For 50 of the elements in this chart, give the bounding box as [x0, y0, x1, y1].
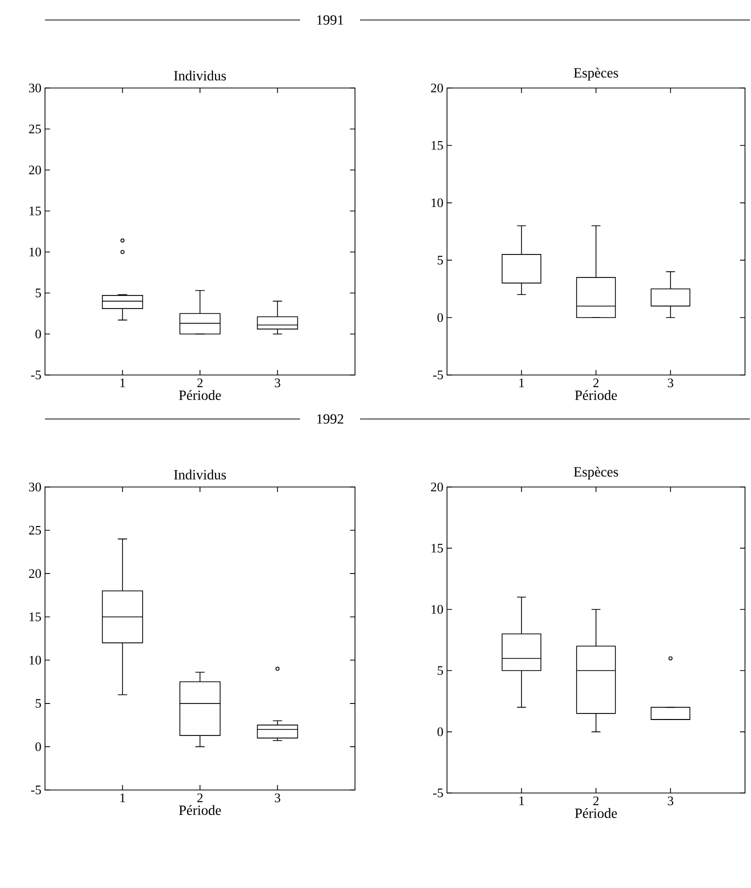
y-tick-label: 20 [431, 84, 443, 92]
y-tick-label: 5 [36, 699, 41, 708]
x-axis-title: Période [575, 808, 617, 818]
y-tick-label: 10 [30, 248, 41, 256]
y-tick-label: 0 [35, 742, 41, 752]
y-tick-label: 25 [29, 526, 41, 535]
y-tick-label: 5 [36, 288, 41, 298]
y-tick-label: 10 [432, 198, 443, 208]
x-axis-title: Période [575, 390, 617, 400]
x-tick-label: 2 [197, 378, 203, 388]
y-tick-label: -5 [31, 786, 41, 794]
x-tick-label: 1 [519, 796, 524, 806]
y-tick-label: 5 [438, 256, 443, 265]
x-tick-label: 2 [593, 378, 599, 388]
y-tick-label: 20 [431, 482, 443, 492]
y-tick-label: 15 [30, 612, 41, 622]
y-tick-label: -5 [433, 370, 443, 380]
chart-title: Individus [174, 470, 226, 480]
y-tick-label: 5 [438, 666, 443, 675]
x-tick-label: 3 [274, 794, 280, 802]
y-tick-label: 15 [30, 206, 41, 216]
y-tick-label: 0 [437, 313, 443, 322]
y-tick-label: 0 [35, 330, 41, 338]
y-tick-label: 10 [30, 656, 41, 665]
chart-title: Espèces [574, 68, 618, 80]
chart-subtitle: 1991 [317, 15, 344, 25]
chart-subtitle: 1992 [317, 414, 344, 424]
x-axis-title: Période [179, 805, 221, 815]
y-tick-label: 15 [432, 544, 443, 553]
y-tick-label: -5 [433, 788, 443, 798]
y-tick-label: 30 [29, 482, 41, 492]
chart-title: Individus [174, 70, 226, 80]
x-tick-label: 3 [668, 796, 674, 806]
x-tick-label: 1 [120, 794, 125, 802]
x-tick-label: 2 [593, 796, 599, 806]
y-tick-label: 0 [437, 727, 443, 736]
y-tick-label: 30 [29, 84, 41, 92]
x-tick-label: 3 [668, 378, 674, 388]
x-tick-label: 1 [120, 378, 125, 388]
y-tick-label: 20 [29, 569, 41, 578]
y-tick-label: 15 [432, 141, 443, 150]
x-tick-label: 2 [197, 794, 203, 802]
y-tick-label: -5 [31, 370, 41, 380]
y-tick-label: 20 [29, 166, 41, 174]
chart-title: Espèces [574, 466, 618, 480]
x-tick-label: 1 [519, 378, 524, 388]
x-axis-title: Période [179, 390, 221, 400]
x-tick-label: 3 [274, 378, 280, 388]
y-tick-label: 25 [29, 124, 41, 134]
y-tick-label: 10 [432, 605, 443, 614]
